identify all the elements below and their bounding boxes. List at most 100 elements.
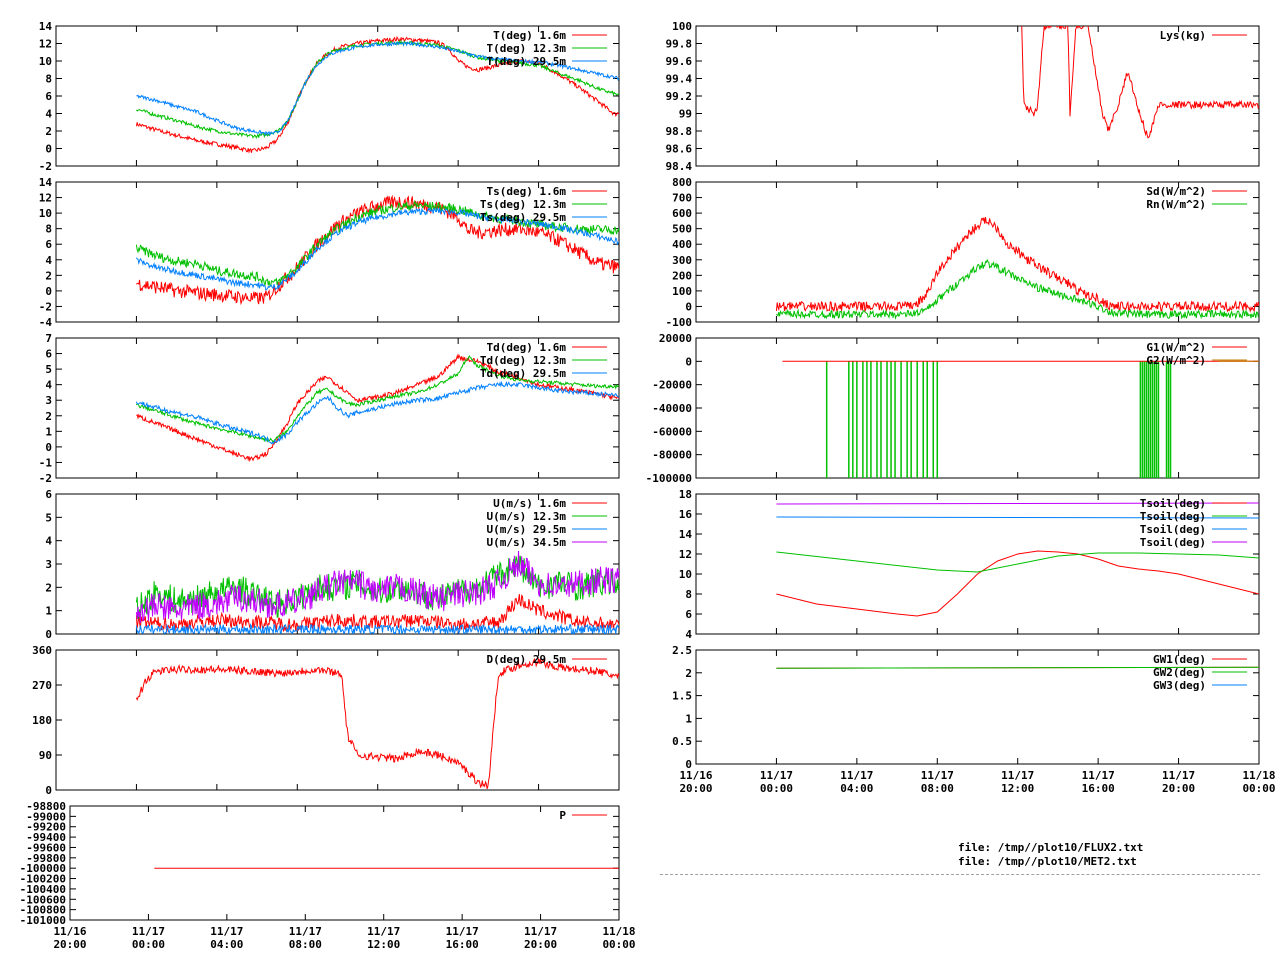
y-tick-label: 98.6	[666, 143, 693, 156]
legend-label: Tsoil(deg)	[1140, 497, 1206, 510]
x-tick-label: 08:00	[921, 782, 954, 795]
y-tick-label: 8	[685, 588, 692, 601]
y-tick-label: 0	[45, 143, 52, 156]
x-tick-label: 11/17	[210, 925, 243, 938]
series-line-2	[135, 199, 619, 287]
chart-panel-7: 98.4 98.6 98.8 99 99.2 99.4 99.6 99.8 100 Lys(kg)	[666, 20, 1260, 173]
x-tick-label: 20:00	[53, 938, 86, 951]
y-tick-label: 99.2	[666, 90, 693, 103]
legend-label: GW2(deg)	[1153, 666, 1206, 679]
x-tick-label: 00:00	[1242, 782, 1275, 795]
y-tick-label: 2	[45, 125, 52, 138]
y-tick-label: 18	[679, 488, 692, 501]
series-line-2	[776, 551, 1259, 573]
series-line-1	[135, 593, 619, 633]
series-line-3	[135, 206, 619, 291]
data-layer	[135, 657, 619, 790]
y-tick-label: 14	[679, 528, 693, 541]
y-tick-label: -20000	[652, 379, 692, 392]
y-tick-label: -2	[39, 472, 52, 485]
series-line-2	[135, 354, 619, 444]
legend-label: G1(W/m^2)	[1146, 341, 1206, 354]
x-tick-label: 20:00	[524, 938, 557, 951]
series-line-3	[776, 516, 1259, 519]
chart-panel-4: 0 1 2 3 4 5 6 U(m/s) 1.6mU(m/s) 12.3mU(m/s) 29.…	[45, 488, 620, 641]
y-tick-label: -101000	[20, 914, 66, 927]
y-tick-label: -100200	[20, 873, 66, 886]
data-layer	[1021, 26, 1259, 139]
y-tick-label: 6	[45, 488, 52, 501]
x-tick-label: 16:00	[1082, 782, 1115, 795]
y-tick-label: -100	[666, 316, 693, 329]
series-line-1	[775, 217, 1259, 313]
data-layer	[782, 360, 1259, 478]
series-line-2	[136, 39, 619, 140]
y-tick-label: 99.6	[666, 55, 693, 68]
y-tick-label: 12	[39, 38, 52, 51]
x-tick-label: 11/18	[1242, 769, 1275, 782]
x-tick-label: 16:00	[446, 938, 479, 951]
plot-frame	[695, 649, 1260, 765]
legend-label: Td(deg) 12.3m	[480, 354, 566, 367]
y-tick-label: 600	[672, 207, 692, 220]
y-tick-label: 14	[39, 176, 53, 189]
series-line-3	[135, 380, 619, 445]
x-tick-label: 11/17	[760, 769, 793, 782]
x-tick-label: 00:00	[602, 938, 635, 951]
series-line-1	[1021, 26, 1259, 139]
legend-label: Ts(deg) 12.3m	[480, 198, 566, 211]
series-line-1	[135, 657, 619, 790]
legend-label: U(m/s) 29.5m	[487, 523, 567, 536]
legend-label: P	[559, 809, 566, 822]
legend-label: Tsoil(deg)	[1140, 510, 1206, 523]
x-tick-label: 04:00	[840, 782, 873, 795]
y-tick-label: 360	[32, 644, 52, 657]
data-layer	[135, 194, 619, 306]
y-tick-label: 2.5	[672, 644, 692, 657]
y-tick-label: 0.5	[672, 735, 692, 748]
y-tick-label: 0	[45, 285, 52, 298]
y-tick-label: -100600	[20, 893, 66, 906]
y-tick-label: -80000	[652, 449, 692, 462]
legend-label: GW3(deg)	[1153, 679, 1206, 692]
x-tick-label: 20:00	[679, 782, 712, 795]
series-line-3	[135, 623, 619, 634]
data-layer	[135, 353, 619, 463]
y-tick-label: 800	[672, 176, 692, 189]
y-tick-label: 4	[45, 535, 52, 548]
y-tick-label: 1	[45, 425, 52, 438]
y-tick-label: 20000	[659, 332, 692, 345]
x-tick-label: 11/17	[289, 925, 322, 938]
x-tick-label: 04:00	[210, 938, 243, 951]
y-tick-label: -1	[39, 456, 53, 469]
y-tick-label: 0	[685, 300, 692, 313]
legend-label: Rn(W/m^2)	[1146, 198, 1206, 211]
y-tick-label: -100800	[20, 904, 66, 917]
x-tick-label: 11/17	[1001, 769, 1034, 782]
x-tick-label: 11/17	[1082, 769, 1115, 782]
y-tick-label: 99.4	[666, 73, 693, 86]
series-line-1	[776, 550, 1259, 617]
x-tick-label: 11/17	[367, 925, 400, 938]
series-line-1	[135, 36, 619, 154]
y-tick-label: 7	[45, 332, 52, 345]
y-tick-label: 2	[45, 410, 52, 423]
y-tick-label: 98.8	[666, 125, 693, 138]
legend-label: GW1(deg)	[1153, 653, 1206, 666]
legend-label: Lys(kg)	[1160, 29, 1206, 42]
data-layer	[135, 36, 619, 154]
legend-label: T(deg) 1.6m	[493, 29, 566, 42]
y-tick-label: 3	[45, 558, 52, 571]
legend-label: U(m/s) 12.3m	[487, 510, 567, 523]
y-tick-label: 1	[45, 605, 52, 618]
x-tick-label: 12:00	[1001, 782, 1034, 795]
chart-panel-6: -101000-100800-100600-100400-100200-1000…	[20, 800, 636, 951]
x-tick-label: 12:00	[367, 938, 400, 951]
y-tick-label: 4	[45, 254, 52, 267]
x-tick-label: 11/17	[1162, 769, 1195, 782]
y-tick-label: 10	[39, 207, 52, 220]
y-tick-label: 10	[39, 55, 52, 68]
legend-label: U(m/s) 34.5m	[487, 536, 567, 549]
series-line-3	[136, 40, 619, 137]
data-layer	[776, 666, 1259, 669]
